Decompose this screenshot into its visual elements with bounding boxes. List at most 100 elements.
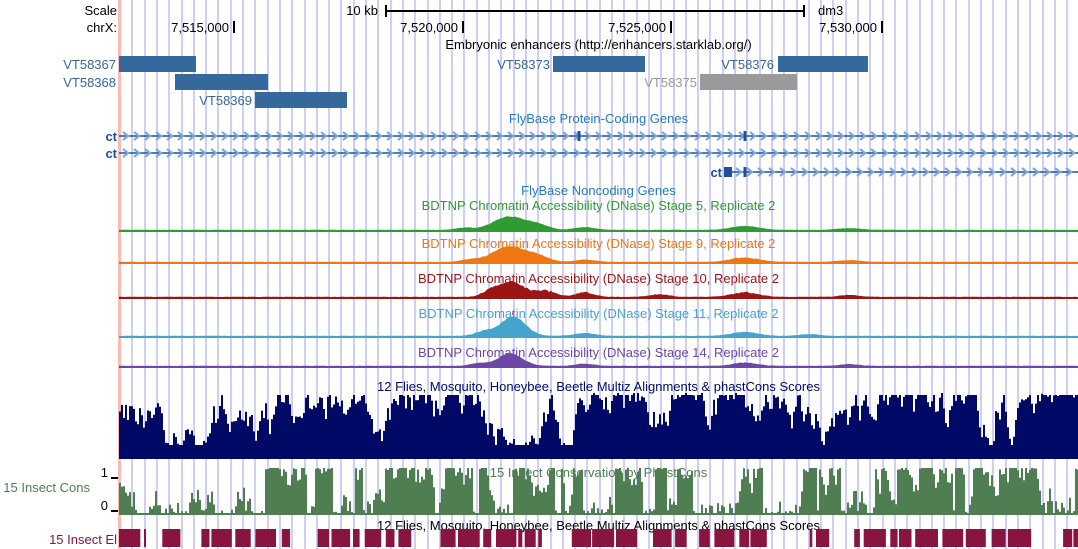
strand-arrow-icon (562, 131, 570, 141)
gridline (832, 0, 835, 549)
gridline (131, 0, 134, 549)
enhancer-bar-VT58375[interactable] (700, 74, 797, 90)
strand-arrow-icon (867, 167, 875, 177)
enhancer-bar-VT58369[interactable] (255, 92, 347, 108)
strand-arrow-icon (320, 131, 328, 141)
wiggle-baseline-stage11[interactable] (119, 336, 1078, 338)
gridline (734, 0, 736, 549)
phastcons-axis-max-tick (111, 477, 118, 479)
strand-arrow-icon (584, 131, 592, 141)
strand-arrow-icon (221, 131, 229, 141)
multiz-histogram[interactable] (119, 393, 1078, 459)
strand-arrow-icon (298, 148, 306, 158)
coordinate-tick (670, 21, 672, 33)
strand-arrow-icon (966, 167, 974, 177)
wiggle-baseline-stage9[interactable] (119, 262, 1078, 264)
strand-arrow-icon (969, 148, 977, 158)
scale-row-label: Scale (84, 3, 117, 18)
gridline (893, 0, 896, 549)
insect-elements-track[interactable] (119, 529, 1078, 547)
assembly-label: dm3 (818, 3, 844, 18)
wiggle-area-stage11[interactable] (119, 316, 1078, 338)
strand-arrow-icon (1035, 131, 1043, 141)
strand-arrow-icon (914, 131, 922, 141)
strand-arrow-icon (639, 131, 647, 141)
wiggle-track-stage9[interactable] (119, 242, 1078, 264)
gridline (869, 0, 872, 549)
strand-arrow-icon (507, 131, 515, 141)
strand-arrow-icon (188, 131, 196, 141)
wiggle-area-stage10[interactable] (119, 281, 1078, 299)
strand-arrow-icon (639, 148, 647, 158)
strand-arrow-icon (1013, 148, 1021, 158)
enhancer-bar-VT58367[interactable] (119, 56, 196, 72)
gridline (980, 0, 982, 549)
strand-arrow-icon (144, 148, 152, 158)
strand-arrow-icon (727, 148, 735, 158)
strand-arrow-icon (1024, 148, 1032, 158)
gene-exon-tick[interactable] (577, 131, 581, 141)
strand-arrow-icon (485, 131, 493, 141)
gene-ct-0[interactable] (119, 130, 1078, 142)
strand-arrow-icon (1057, 131, 1065, 141)
strand-arrow-icon (1013, 131, 1021, 141)
gridline (205, 0, 208, 549)
phastcons-bars[interactable] (119, 468, 1078, 515)
strand-arrow-icon (1010, 167, 1018, 177)
gene-exon-box[interactable] (724, 167, 732, 177)
strand-arrow-icon (969, 131, 977, 141)
gridline (1041, 0, 1044, 549)
gridline (278, 0, 281, 549)
wiggle-area-stage5[interactable] (119, 216, 1078, 232)
strand-arrow-icon (342, 131, 350, 141)
enhancer-bar-VT58373[interactable] (553, 56, 645, 72)
insect-element-blocks[interactable] (119, 529, 1078, 547)
strand-arrow-icon (757, 167, 765, 177)
wiggle-track-stage14[interactable] (119, 351, 1078, 368)
strand-arrow-icon (309, 148, 317, 158)
strand-arrow-icon (768, 167, 776, 177)
enhancer-bar-VT58368[interactable] (175, 74, 268, 90)
gene-ct-1[interactable] (119, 147, 1078, 159)
strand-arrow-icon (419, 131, 427, 141)
strand-arrow-icon (1021, 167, 1029, 177)
wiggle-baseline-stage14[interactable] (119, 366, 1078, 368)
strand-arrow-icon (991, 131, 999, 141)
strand-arrow-icon (672, 131, 680, 141)
strand-arrow-icon (859, 131, 867, 141)
gridline (1004, 0, 1007, 549)
wiggle-area-stage14[interactable] (119, 353, 1078, 368)
strand-arrow-icon (331, 148, 339, 158)
strand-arrow-icon (122, 131, 130, 141)
wiggle-track-stage11[interactable] (119, 312, 1078, 338)
gene-ct-2[interactable] (119, 166, 1078, 178)
strand-arrow-icon (1046, 148, 1054, 158)
apex-marker-stage11 (512, 311, 514, 315)
wiggle-baseline-stage10[interactable] (119, 297, 1078, 299)
strand-arrow-icon (298, 131, 306, 141)
track-title-enhancers: Embryonic enhancers (http://enhancers.st… (445, 37, 752, 52)
gridline (795, 0, 798, 549)
wiggle-track-stage10[interactable] (119, 277, 1078, 299)
gene-exon-tick[interactable] (743, 167, 747, 177)
enhancer-bar-VT58376[interactable] (778, 56, 868, 72)
gridline (684, 0, 687, 549)
strand-arrow-icon (694, 131, 702, 141)
track-left-label-insect-cons[interactable]: 15 Insect Cons (3, 480, 90, 495)
gridline (180, 0, 183, 549)
gridline (857, 0, 859, 549)
wiggle-track-stage5[interactable] (119, 212, 1078, 232)
strand-arrow-icon (804, 131, 812, 141)
strand-arrow-icon (474, 148, 482, 158)
track-left-label-insect-el[interactable]: 15 Insect El (49, 532, 117, 547)
phastcons-histogram[interactable] (119, 468, 1078, 515)
multiz-bars[interactable] (119, 393, 1078, 459)
wiggle-baseline-stage5[interactable] (119, 230, 1078, 232)
gene-exon-tick[interactable] (743, 131, 747, 141)
scale-bar-line (385, 10, 805, 12)
gridline (586, 0, 589, 549)
strand-arrow-icon (903, 131, 911, 141)
wiggle-area-stage9[interactable] (119, 246, 1078, 264)
enhancer-label-VT58376: VT58376 (721, 57, 774, 72)
strand-arrow-icon (243, 131, 251, 141)
